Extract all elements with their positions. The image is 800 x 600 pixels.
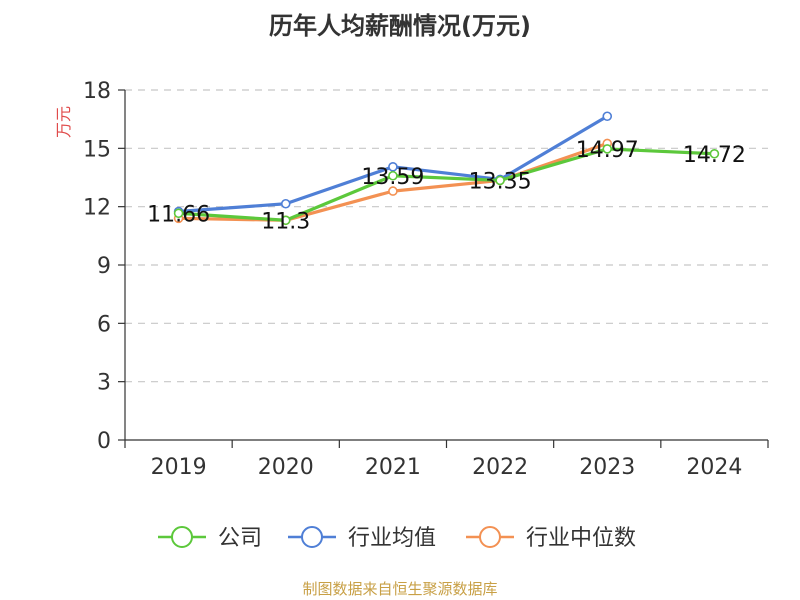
legend-label: 行业均值 xyxy=(348,526,436,551)
data-point xyxy=(173,208,184,219)
legend-marker xyxy=(479,526,501,548)
data-point xyxy=(602,144,613,154)
y-tick-label: 3 xyxy=(97,371,111,396)
x-tick-label: 2023 xyxy=(579,455,635,480)
data-point xyxy=(388,170,398,181)
legend-marker xyxy=(171,526,193,548)
data-label: 14.97 xyxy=(576,138,639,163)
x-tick-label: 2024 xyxy=(686,455,742,480)
chart-title: 历年人均薪酬情况(万元) xyxy=(269,12,531,40)
y-tick-label: 18 xyxy=(83,79,111,104)
y-tick-label: 6 xyxy=(97,312,111,337)
data-point xyxy=(602,111,613,122)
y-tick-label: 15 xyxy=(83,137,111,162)
source-note: 制图数据来自恒生聚源数据库 xyxy=(302,580,498,598)
y-tick-label: 0 xyxy=(97,429,111,454)
data-point xyxy=(709,148,720,159)
data-label: 11.3 xyxy=(261,209,310,234)
x-tick-label: 2021 xyxy=(365,455,421,480)
data-point xyxy=(388,186,398,196)
legend-label: 行业中位数 xyxy=(526,526,636,551)
legend-marker xyxy=(301,526,323,548)
x-tick-label: 2020 xyxy=(258,455,314,480)
y-axis-label: 万元 xyxy=(54,106,73,138)
data-label: 14.72 xyxy=(683,143,746,168)
x-tick-label: 2022 xyxy=(472,455,528,480)
data-point xyxy=(280,198,291,209)
data-point xyxy=(280,215,291,226)
data-label: 13.59 xyxy=(361,165,424,190)
x-tick-label: 2019 xyxy=(151,455,207,480)
legend-label: 公司 xyxy=(218,526,262,551)
series-line-0 xyxy=(178,147,715,222)
data-point xyxy=(388,162,398,172)
data-point xyxy=(495,175,505,186)
data-label: 11.66 xyxy=(147,202,210,227)
y-tick-label: 12 xyxy=(83,196,111,221)
y-tick-label: 9 xyxy=(97,254,111,279)
data-label: 13.35 xyxy=(469,169,532,194)
